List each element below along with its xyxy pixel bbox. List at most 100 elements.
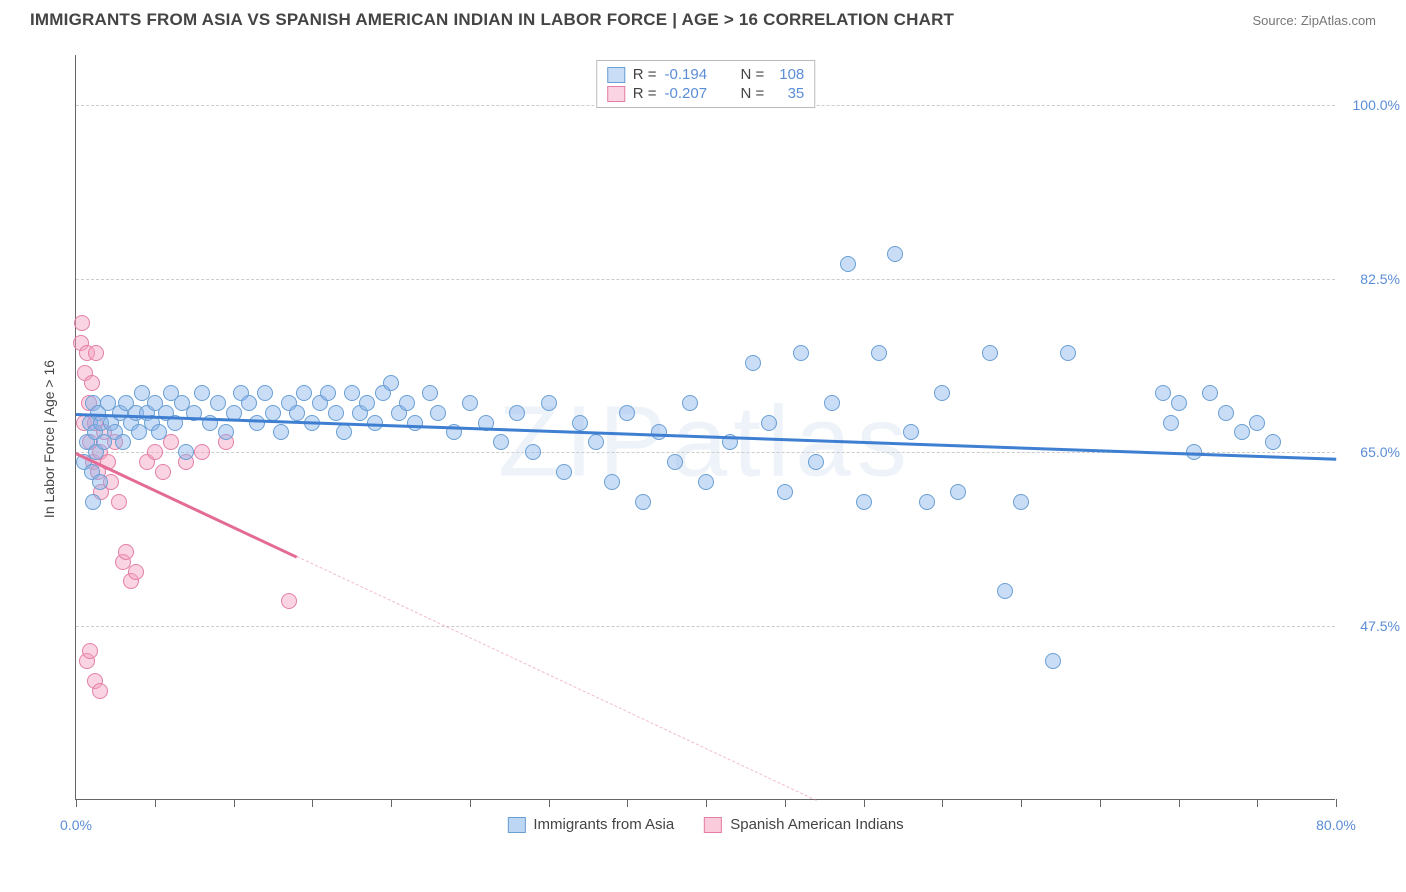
stat-value-n: 108 bbox=[772, 66, 804, 83]
data-point bbox=[1060, 345, 1076, 361]
x-tick bbox=[549, 799, 550, 807]
data-point bbox=[328, 405, 344, 421]
y-tick-label: 100.0% bbox=[1340, 97, 1400, 113]
data-point bbox=[903, 424, 919, 440]
stats-legend-row: R =-0.207N =35 bbox=[607, 84, 805, 103]
data-point bbox=[682, 395, 698, 411]
data-point bbox=[887, 246, 903, 262]
data-point bbox=[667, 454, 683, 470]
data-point bbox=[82, 643, 98, 659]
data-point bbox=[210, 395, 226, 411]
data-point bbox=[793, 345, 809, 361]
legend-swatch bbox=[507, 817, 525, 833]
data-point bbox=[194, 444, 210, 460]
x-tick bbox=[155, 799, 156, 807]
data-point bbox=[840, 256, 856, 272]
data-point bbox=[824, 395, 840, 411]
data-point bbox=[155, 464, 171, 480]
series-legend-label: Immigrants from Asia bbox=[533, 816, 674, 833]
data-point bbox=[525, 444, 541, 460]
data-point bbox=[604, 474, 620, 490]
series-legend: Immigrants from Asia Spanish American Ind… bbox=[507, 816, 903, 833]
data-point bbox=[1265, 434, 1281, 450]
data-point bbox=[88, 345, 104, 361]
data-point bbox=[950, 484, 966, 500]
series-legend-item: Immigrants from Asia bbox=[507, 816, 674, 833]
series-legend-item: Spanish American Indians bbox=[704, 816, 903, 833]
data-point bbox=[273, 424, 289, 440]
data-point bbox=[383, 375, 399, 391]
chart-title: IMMIGRANTS FROM ASIA VS SPANISH AMERICAN… bbox=[30, 10, 954, 30]
data-point bbox=[128, 564, 144, 580]
stats-legend-row: R =-0.194N =108 bbox=[607, 65, 805, 84]
data-point bbox=[296, 385, 312, 401]
legend-swatch bbox=[607, 67, 625, 83]
data-point bbox=[281, 593, 297, 609]
data-point bbox=[218, 424, 234, 440]
data-point bbox=[92, 474, 108, 490]
data-point bbox=[1202, 385, 1218, 401]
data-point bbox=[84, 375, 100, 391]
data-point bbox=[422, 385, 438, 401]
data-point bbox=[407, 415, 423, 431]
data-point bbox=[1155, 385, 1171, 401]
data-point bbox=[871, 345, 887, 361]
stat-label-n: N = bbox=[741, 66, 765, 83]
data-point bbox=[651, 424, 667, 440]
legend-swatch bbox=[704, 817, 722, 833]
trend-line-extrapolated bbox=[296, 556, 816, 801]
y-axis-label: In Labor Force | Age > 16 bbox=[41, 360, 57, 518]
data-point bbox=[934, 385, 950, 401]
data-point bbox=[359, 395, 375, 411]
stat-label-n: N = bbox=[741, 85, 765, 102]
data-point bbox=[194, 385, 210, 401]
data-point bbox=[556, 464, 572, 480]
data-point bbox=[147, 444, 163, 460]
data-point bbox=[257, 385, 273, 401]
data-point bbox=[265, 405, 281, 421]
data-point bbox=[808, 454, 824, 470]
data-point bbox=[761, 415, 777, 431]
data-point bbox=[1171, 395, 1187, 411]
data-point bbox=[1249, 415, 1265, 431]
data-point bbox=[336, 424, 352, 440]
data-point bbox=[118, 544, 134, 560]
data-point bbox=[1163, 415, 1179, 431]
data-point bbox=[430, 405, 446, 421]
x-tick bbox=[627, 799, 628, 807]
legend-swatch bbox=[607, 86, 625, 102]
stat-value-n: 35 bbox=[772, 85, 804, 102]
data-point bbox=[1234, 424, 1250, 440]
data-point bbox=[509, 405, 525, 421]
data-point bbox=[399, 395, 415, 411]
x-tick bbox=[864, 799, 865, 807]
data-point bbox=[997, 583, 1013, 599]
source-label: Source: ZipAtlas.com bbox=[1252, 13, 1376, 28]
x-tick bbox=[942, 799, 943, 807]
data-point bbox=[982, 345, 998, 361]
x-tick bbox=[391, 799, 392, 807]
stat-label-r: R = bbox=[633, 66, 657, 83]
data-point bbox=[92, 683, 108, 699]
gridline bbox=[76, 279, 1335, 280]
data-point bbox=[151, 424, 167, 440]
x-tick bbox=[1100, 799, 1101, 807]
data-point bbox=[493, 434, 509, 450]
data-point bbox=[85, 494, 101, 510]
x-tick bbox=[76, 799, 77, 807]
y-tick-label: 47.5% bbox=[1340, 618, 1400, 634]
y-tick-label: 65.0% bbox=[1340, 444, 1400, 460]
x-tick bbox=[706, 799, 707, 807]
data-point bbox=[619, 405, 635, 421]
x-tick bbox=[1179, 799, 1180, 807]
data-point bbox=[856, 494, 872, 510]
data-point bbox=[249, 415, 265, 431]
x-tick bbox=[1257, 799, 1258, 807]
data-point bbox=[289, 405, 305, 421]
x-tick bbox=[785, 799, 786, 807]
stat-value-r: -0.207 bbox=[665, 85, 717, 102]
data-point bbox=[462, 395, 478, 411]
data-point bbox=[320, 385, 336, 401]
data-point bbox=[919, 494, 935, 510]
data-point bbox=[635, 494, 651, 510]
